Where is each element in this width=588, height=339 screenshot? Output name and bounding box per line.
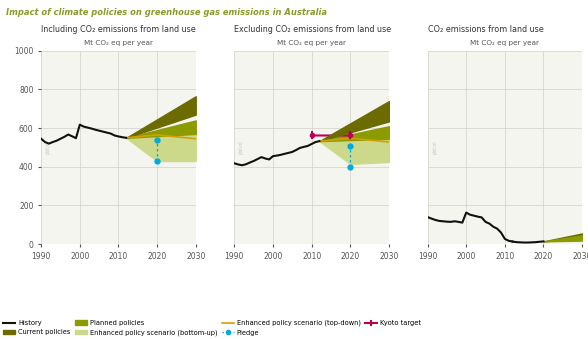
Text: pbl.nl: pbl.nl xyxy=(432,141,437,154)
Legend: History, Current policies, Planned policies, Enhanced policy scenario (bottom-up: History, Current policies, Planned polic… xyxy=(4,320,421,336)
Text: pbl.nl: pbl.nl xyxy=(239,141,244,154)
Text: Mt CO₂ eq per year: Mt CO₂ eq per year xyxy=(470,40,539,46)
Text: Impact of climate policies on greenhouse gas emissions in Australia: Impact of climate policies on greenhouse… xyxy=(6,8,327,18)
Text: CO₂ emissions from land use: CO₂ emissions from land use xyxy=(427,25,543,34)
Text: pbl.nl: pbl.nl xyxy=(46,141,51,154)
Text: Excluding CO₂ emissions from land use: Excluding CO₂ emissions from land use xyxy=(235,25,392,34)
Text: Mt CO₂ eq per year: Mt CO₂ eq per year xyxy=(277,40,346,46)
Text: Mt CO₂ eq per year: Mt CO₂ eq per year xyxy=(84,40,153,46)
Text: Including CO₂ emissions from land use: Including CO₂ emissions from land use xyxy=(41,25,196,34)
